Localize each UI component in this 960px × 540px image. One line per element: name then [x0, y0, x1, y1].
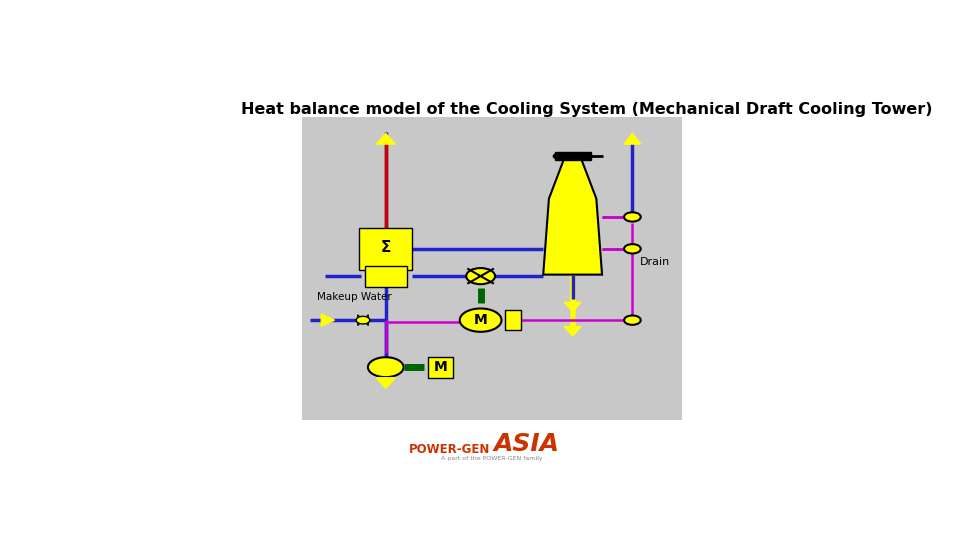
Text: M: M: [473, 313, 488, 327]
Circle shape: [356, 316, 370, 324]
Bar: [302, 117, 682, 420]
Text: Σ: Σ: [380, 240, 391, 255]
Bar: [359, 227, 412, 270]
Text: Drain: Drain: [640, 258, 670, 267]
Bar: [555, 152, 590, 160]
Text: Makeup Water: Makeup Water: [318, 292, 393, 302]
Ellipse shape: [553, 153, 569, 160]
Circle shape: [624, 212, 640, 221]
Bar: [365, 266, 407, 287]
Circle shape: [624, 244, 640, 253]
Text: A part of the POWER-GEN family: A part of the POWER-GEN family: [442, 456, 542, 461]
Polygon shape: [376, 378, 396, 388]
Circle shape: [460, 308, 501, 332]
Bar: [505, 310, 521, 330]
Polygon shape: [376, 133, 396, 144]
Polygon shape: [363, 315, 369, 326]
Polygon shape: [624, 133, 640, 144]
Text: M: M: [434, 360, 447, 374]
Polygon shape: [564, 327, 581, 336]
Circle shape: [368, 357, 403, 377]
Polygon shape: [322, 314, 334, 326]
Text: ASIA: ASIA: [493, 433, 560, 456]
Circle shape: [467, 268, 495, 284]
Bar: [428, 356, 453, 378]
Text: POWER-GEN: POWER-GEN: [409, 443, 491, 456]
Text: Heat balance model of the Cooling System (Mechanical Draft Cooling Tower): Heat balance model of the Cooling System…: [241, 102, 933, 117]
Circle shape: [624, 315, 640, 325]
Polygon shape: [564, 302, 581, 312]
Polygon shape: [358, 315, 363, 326]
Ellipse shape: [576, 153, 592, 160]
Polygon shape: [377, 378, 395, 388]
Polygon shape: [543, 156, 602, 275]
